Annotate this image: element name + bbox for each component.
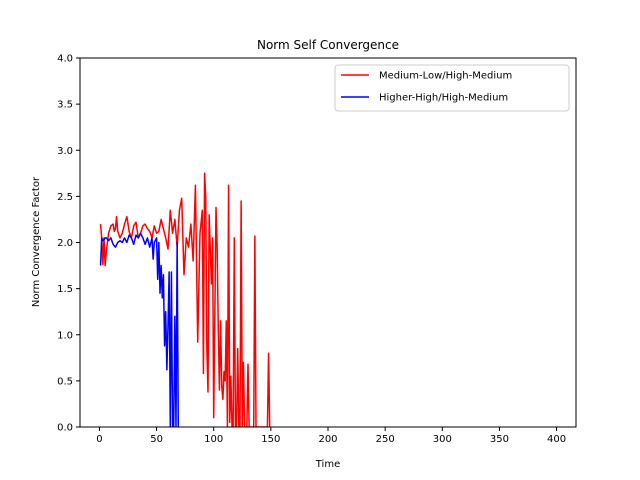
- x-tick-label: 150: [261, 434, 280, 445]
- legend-label-0: Medium-Low/High-Medium: [379, 71, 512, 82]
- y-tick-label: 0.0: [57, 423, 73, 434]
- y-tick-label: 4.0: [57, 54, 73, 65]
- x-tick-label: 350: [490, 434, 509, 445]
- x-axis: 0 50 100 150 200 250 300 350 400: [96, 427, 566, 445]
- x-axis-label: Time: [315, 459, 340, 470]
- y-tick-label: 3.0: [57, 146, 73, 157]
- y-tick-label: 2.5: [57, 192, 73, 203]
- x-tick-label: 300: [433, 434, 452, 445]
- x-tick-label: 0: [96, 434, 102, 445]
- legend: Medium-Low/High-Medium Higher-High/High-M…: [334, 64, 570, 112]
- legend-label-1: Higher-High/High-Medium: [379, 93, 508, 104]
- y-tick-label: 3.5: [57, 100, 73, 111]
- x-tick-label: 250: [376, 434, 395, 445]
- y-tick-label: 2.0: [57, 238, 73, 249]
- y-tick-label: 1.0: [57, 330, 73, 341]
- legend-box: [334, 64, 570, 112]
- series-line-1: [99, 232, 180, 427]
- x-tick-label: 100: [204, 434, 223, 445]
- x-tick-label: 50: [150, 434, 163, 445]
- chart-title: Norm Self Convergence: [257, 38, 399, 52]
- series-line-0: [99, 172, 271, 427]
- y-axis: 0.0 0.5 1.0 1.5 2.0 2.5 3.0 3.5 4.0: [57, 54, 80, 434]
- y-tick-label: 1.5: [57, 284, 73, 295]
- series-group: [99, 172, 271, 427]
- y-tick-label: 0.5: [57, 376, 73, 387]
- x-tick-label: 400: [547, 434, 566, 445]
- x-tick-label: 200: [318, 434, 337, 445]
- y-axis-label: Norm Convergence Factor: [31, 176, 42, 307]
